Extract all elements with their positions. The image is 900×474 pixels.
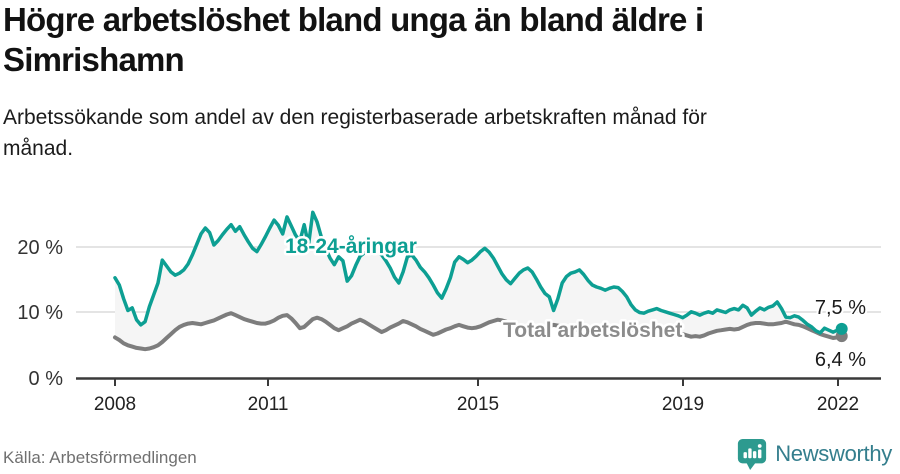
title-line-1: Högre arbetslöshet bland unga än bland ä… — [3, 1, 704, 38]
x-tick-2011: 2011 — [248, 394, 289, 415]
y-axis-labels: 20 % 10 % 0 % — [17, 237, 63, 390]
y-tick-0: 0 % — [29, 368, 64, 390]
chart-subtitle: Arbetssökande som andel av den registerb… — [3, 102, 883, 164]
band-between-series — [115, 212, 842, 350]
title-line-2: Simrishamn — [3, 41, 185, 78]
newsworthy-wordmark: Newsworthy — [775, 441, 892, 466]
plot-area — [113, 210, 848, 352]
series-label-total: Total arbetslöshet — [503, 319, 682, 342]
x-tick-2019: 2019 — [662, 394, 704, 415]
x-axis-ticks — [114, 379, 839, 386]
x-axis-labels: 2008 2011 2015 2019 2022 — [94, 394, 859, 415]
x-tick-2015: 2015 — [457, 394, 499, 415]
youth-end-dot — [835, 322, 848, 335]
newsworthy-logo[interactable]: Newsworthy — [736, 437, 892, 471]
subtitle-line-1: Arbetssökande som andel av den registerb… — [3, 106, 707, 129]
youth-unemployment-line — [113, 210, 844, 335]
series-label-youth: 18-24-åringar — [285, 235, 417, 258]
x-tick-2008: 2008 — [94, 394, 136, 415]
page-title: Högre arbetslöshet bland unga än bland ä… — [3, 0, 899, 80]
x-tick-2022: 2022 — [817, 394, 859, 415]
source-credit: Källa: Arbetsförmedlingen — [3, 448, 197, 467]
subtitle-line-2: månad. — [3, 137, 74, 160]
y-tick-20: 20 % — [17, 237, 63, 259]
y-tick-10: 10 % — [17, 302, 63, 324]
newsworthy-bubble-chart-icon — [738, 438, 767, 470]
end-value-total: 6,4 % — [815, 349, 866, 371]
total-unemployment-line — [113, 311, 844, 352]
end-value-youth: 7,5 % — [815, 297, 866, 319]
